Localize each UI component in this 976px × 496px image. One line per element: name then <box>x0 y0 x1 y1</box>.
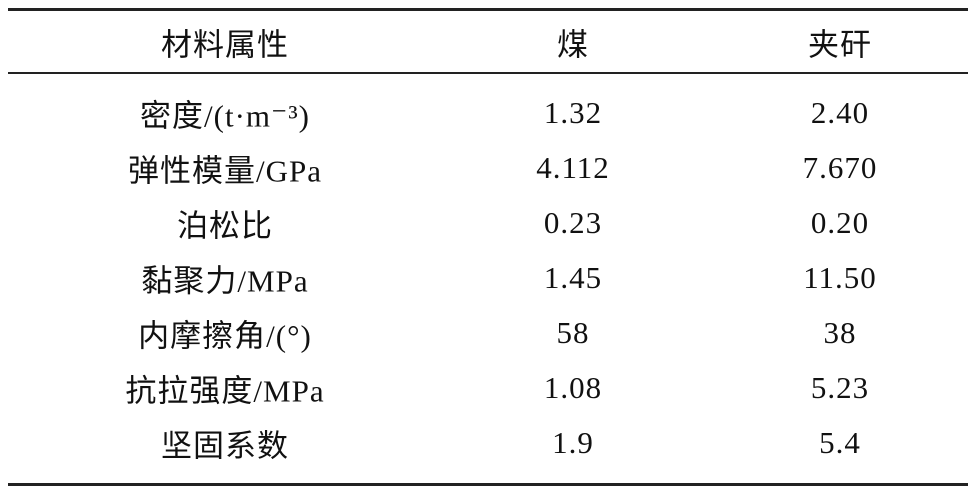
value-cell: 58 <box>556 315 590 350</box>
bottom-rule <box>8 483 968 486</box>
row-label: 密度/(t·m⁻³) <box>140 98 310 134</box>
value-cell: 1.32 <box>543 95 603 130</box>
header-cell: 煤 <box>557 27 589 63</box>
value-cell: 2.40 <box>810 95 870 130</box>
header-rule <box>8 72 968 74</box>
row-label: 内摩擦角/(°) <box>138 318 312 354</box>
row-label: 弹性模量/GPa <box>128 153 322 189</box>
row-label: 泊松比 <box>177 208 273 244</box>
value-cell: 0.20 <box>810 205 870 240</box>
value-cell: 5.23 <box>810 370 870 405</box>
value-cell: 0.23 <box>543 205 603 240</box>
top-rule <box>8 8 968 11</box>
row-label: 抗拉强度/MPa <box>125 373 325 409</box>
row-label: 黏聚力/MPa <box>141 263 309 299</box>
header-cell: 夹矸 <box>808 27 872 63</box>
value-cell: 1.45 <box>543 260 603 295</box>
value-cell: 11.50 <box>803 260 877 295</box>
header-cell: 材料属性 <box>161 27 289 63</box>
value-cell: 1.08 <box>543 370 603 405</box>
value-cell: 7.670 <box>802 150 878 185</box>
value-cell: 4.112 <box>536 150 610 185</box>
value-cell: 38 <box>823 315 857 350</box>
value-cell: 5.4 <box>819 425 861 460</box>
row-label: 坚固系数 <box>161 428 289 464</box>
value-cell: 1.9 <box>552 425 594 460</box>
